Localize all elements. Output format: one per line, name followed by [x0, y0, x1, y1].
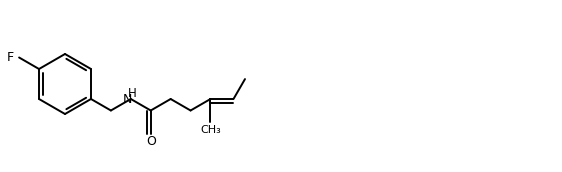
Text: H: H: [128, 87, 136, 99]
Text: F: F: [7, 51, 14, 64]
Text: O: O: [146, 135, 156, 148]
Text: CH₃: CH₃: [200, 125, 221, 135]
Text: N: N: [123, 93, 133, 105]
